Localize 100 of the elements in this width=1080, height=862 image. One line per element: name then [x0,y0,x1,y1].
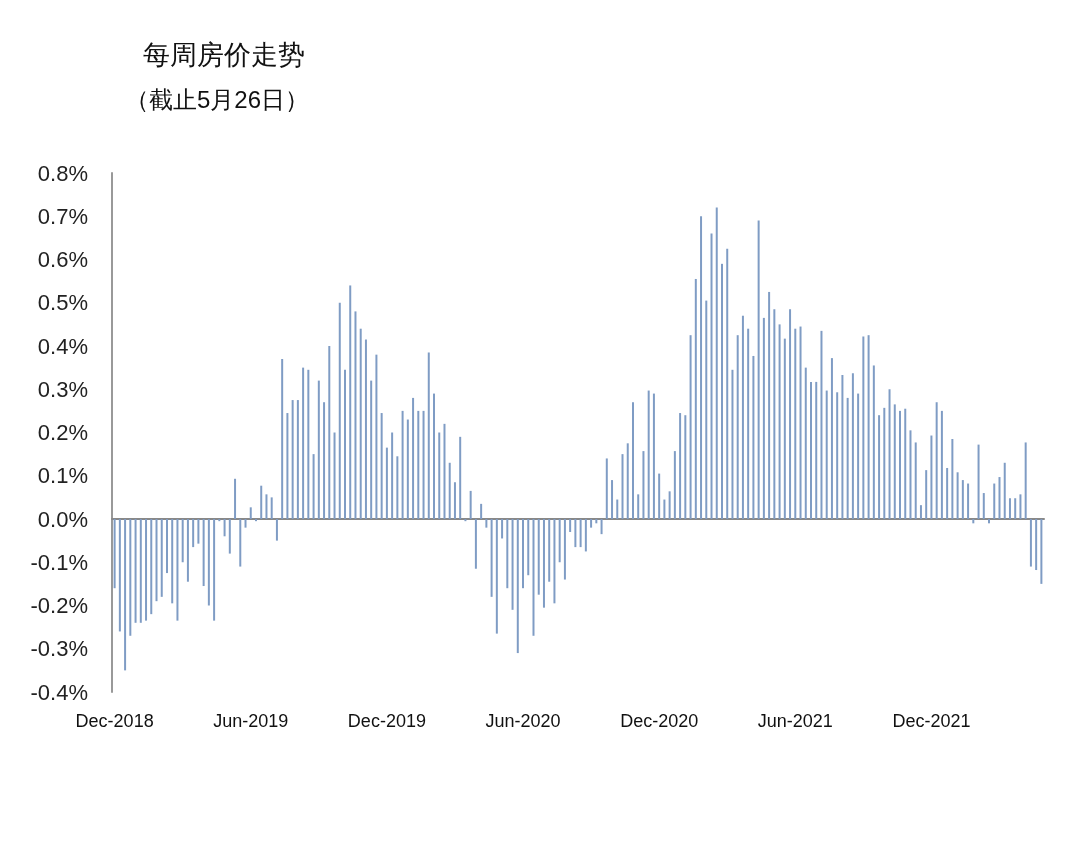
bar [726,248,729,519]
bar [391,432,394,519]
bar [302,367,305,519]
bar [113,519,116,589]
bar [207,519,210,606]
bar [223,519,226,537]
bar [710,233,713,519]
bar [679,413,682,519]
bar [192,519,195,548]
bar [522,519,525,589]
bar [338,302,341,519]
bar [736,335,739,519]
bar [762,317,765,519]
bar [443,423,446,519]
bar [1024,442,1027,519]
y-tick-label: -0.3% [30,636,88,662]
bar [234,478,237,519]
y-tick-label: 0.7% [37,203,88,229]
bar [459,436,462,519]
bar [574,519,577,548]
bar [872,365,875,519]
bar [406,419,409,519]
bar [239,519,242,567]
bar [548,519,551,582]
bar [951,438,954,519]
y-tick-label: 0.2% [37,420,88,445]
bar [249,507,252,519]
bar [260,485,263,519]
chart-subtitle: （截止5月26日） [125,85,310,113]
bar [532,519,535,636]
bar [134,519,137,623]
x-tick-label: Dec-2019 [347,711,426,731]
bar [825,390,828,519]
bar [846,397,849,519]
bar [961,480,964,519]
bar [1008,498,1011,519]
x-tick-label: Dec-2021 [892,711,971,731]
bar [647,390,650,519]
bar [124,519,127,671]
x-tick-label: Dec-2020 [620,711,699,731]
x-tick-label: Dec-2018 [75,711,154,731]
bar [919,505,922,519]
bar [516,519,519,654]
y-tick-label: -0.1% [30,549,88,575]
bar [600,519,603,535]
bar [773,309,776,519]
bar [673,451,676,519]
bar [810,381,812,519]
bar [495,519,498,634]
bar [333,432,336,519]
bar [370,380,373,519]
bar [914,442,917,519]
bar [401,410,404,519]
bar [993,483,996,519]
bar [804,367,807,519]
bar [631,402,634,519]
bar [836,392,839,519]
bar [160,519,163,597]
bar [783,338,786,519]
bar [857,393,860,519]
bar [558,519,561,563]
bar [851,373,854,519]
bar [537,519,540,595]
bar [977,444,980,519]
bar [867,335,870,519]
bar [349,285,352,519]
bar [422,410,425,519]
bar [820,330,823,519]
bar [186,519,189,582]
bar [899,410,902,519]
bar [312,454,315,519]
bar [480,503,483,519]
bar [789,309,792,519]
bar [385,447,388,519]
bar [286,413,289,519]
bar [197,519,200,544]
bar [490,519,493,597]
bar [291,400,294,519]
bar [412,397,415,519]
bar [684,415,687,519]
x-tick-label: Jun-2019 [213,711,289,731]
bar [637,494,640,519]
bar [506,519,509,589]
bar [752,355,755,519]
bar [218,519,221,522]
bar [689,335,692,519]
bar [150,519,153,615]
bar [453,482,456,519]
bar [1014,498,1017,519]
bar [705,300,708,519]
bar [501,519,504,539]
bar [747,328,750,519]
bar [658,473,661,519]
bar [998,477,1001,519]
bar [344,369,346,519]
bar [129,519,132,636]
bar [862,336,865,519]
bar [213,519,216,621]
y-tick-label: 0.3% [37,376,88,402]
bar [700,216,703,519]
